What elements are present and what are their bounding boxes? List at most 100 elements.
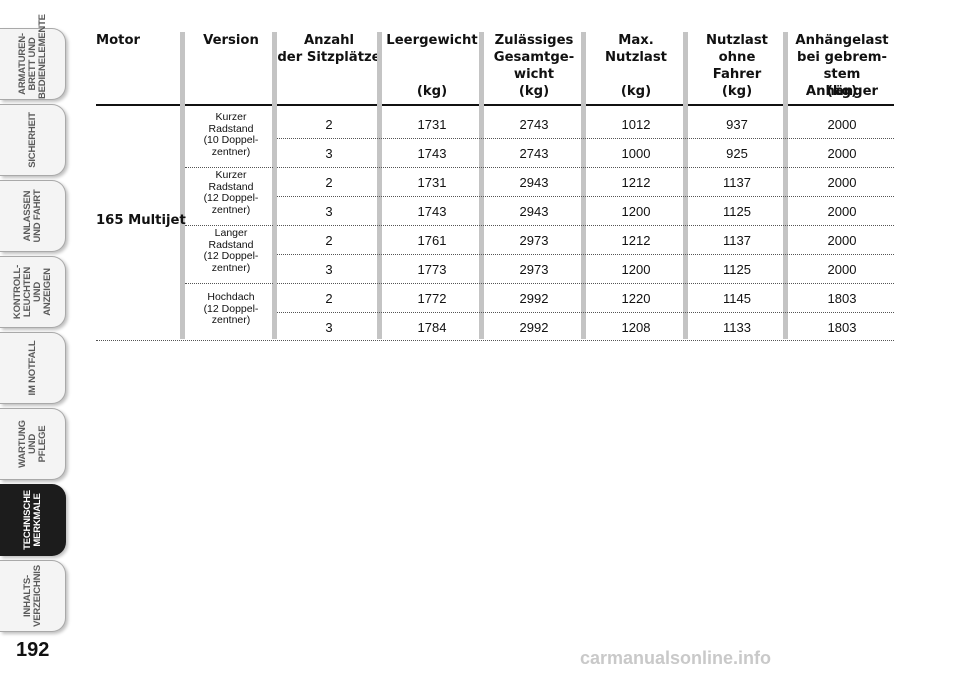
- side-tab-label: INHALTS- VERZEICHNIS: [21, 565, 43, 627]
- cell-gross-weight: 2743: [519, 117, 549, 132]
- column-divider: [377, 32, 382, 339]
- version-separator: [185, 283, 273, 284]
- cell-gross-weight: 2973: [519, 233, 549, 248]
- column-divider: [581, 32, 586, 339]
- version-separator: [185, 225, 273, 226]
- cell-gross-weight: 2973: [519, 262, 549, 277]
- version-label: Kurzer Radstand (12 Doppel- zentner): [203, 169, 259, 216]
- cell-payload-no-driver: 1133: [723, 320, 751, 335]
- cell-empty-weight: 1743: [417, 146, 447, 161]
- cell-empty-weight: 1772: [417, 291, 447, 306]
- column-divider: [272, 32, 277, 339]
- cell-seats: 3: [325, 262, 333, 277]
- cell-gross-weight: 2743: [519, 146, 549, 161]
- cell-payload-no-driver: 1145: [723, 291, 751, 306]
- table-bottom-rule: [96, 340, 894, 341]
- version-label: Hochdach (12 Doppel- zentner): [203, 291, 259, 326]
- column-divider: [783, 32, 788, 339]
- header-seats: Anzahl der Sitzplätze: [277, 33, 381, 65]
- side-tab-wartung[interactable]: WARTUNG UND PFLEGE: [0, 408, 66, 480]
- cell-max-payload: 1220: [621, 291, 651, 306]
- cell-gross-weight: 2992: [519, 291, 549, 306]
- side-tab-im-notfall[interactable]: IM NOTFALL: [0, 332, 66, 404]
- row-separator: [277, 312, 894, 313]
- side-tab-label: SICHERHEIT: [26, 112, 38, 168]
- page-number: 192: [16, 639, 50, 661]
- row-separator: [277, 283, 894, 284]
- row-separator: [277, 196, 894, 197]
- cell-max-payload: 1200: [621, 204, 651, 219]
- cell-empty-weight: 1731: [417, 117, 447, 132]
- cell-payload-no-driver: 925: [726, 146, 748, 161]
- row-separator: [277, 254, 894, 255]
- cell-trailer-load: 2000: [827, 204, 857, 219]
- watermark: carmanualsonline.info: [580, 648, 772, 668]
- cell-payload-no-driver: 1137: [723, 233, 751, 248]
- column-divider: [180, 32, 185, 339]
- row-separator: [277, 225, 894, 226]
- unit-payload-no-driver: (kg): [721, 84, 753, 99]
- cell-empty-weight: 1784: [417, 320, 447, 335]
- cell-seats: 2: [325, 175, 333, 190]
- cell-gross-weight: 2943: [519, 175, 549, 190]
- cell-max-payload: 1012: [621, 117, 651, 132]
- side-tab-label: ANLASSEN UND FAHRT: [21, 189, 43, 243]
- cell-trailer-load: 2000: [827, 117, 857, 132]
- side-tab-sicherheit[interactable]: SICHERHEIT: [0, 104, 66, 176]
- cell-payload-no-driver: 1125: [723, 262, 751, 277]
- cell-max-payload: 1208: [621, 320, 651, 335]
- cell-gross-weight: 2992: [519, 320, 549, 335]
- header-max-payload: Max. Nutzlast: [605, 33, 667, 65]
- side-tab-technische-merkmale[interactable]: TECHNISCHE MERKMALE: [0, 484, 66, 556]
- row-separator: [277, 167, 894, 168]
- cell-trailer-load: 2000: [827, 146, 857, 161]
- cell-payload-no-driver: 1137: [723, 175, 751, 190]
- header-trailer-load: Anhängelast bei gebrem- stem Anhänger: [795, 33, 889, 99]
- cell-max-payload: 1212: [621, 233, 651, 248]
- side-tab-label: IM NOTFALL: [26, 340, 38, 396]
- cell-max-payload: 1000: [621, 146, 651, 161]
- row-separator: [277, 138, 894, 139]
- cell-seats: 2: [325, 233, 333, 248]
- cell-seats: 2: [325, 291, 333, 306]
- unit-empty-weight: (kg): [416, 84, 448, 99]
- side-tab-anlassen[interactable]: ANLASSEN UND FAHRT: [0, 180, 66, 252]
- cell-trailer-load: 2000: [827, 262, 857, 277]
- side-tab-inhaltsverzeichnis[interactable]: INHALTS- VERZEICHNIS: [0, 560, 66, 632]
- unit-trailer-load: (kg): [826, 84, 858, 99]
- side-tab-label: TECHNISCHE MERKMALE: [21, 490, 43, 550]
- cell-payload-no-driver: 937: [726, 117, 748, 132]
- cell-trailer-load: 2000: [827, 175, 857, 190]
- side-tab-label: KONTROLL- LEUCHTEN UND ANZEIGEN: [11, 264, 53, 320]
- cell-trailer-load: 1803: [827, 291, 857, 306]
- side-tab-armaturenbrett[interactable]: ARMATUREN- BRETT UND BEDIENELEMENTE: [0, 14, 66, 100]
- cell-seats: 3: [325, 204, 333, 219]
- header-empty-weight: Leergewicht: [386, 33, 478, 48]
- version-label: Langer Radstand (12 Doppel- zentner): [203, 227, 259, 274]
- header-rule: [96, 104, 894, 106]
- version-label: Kurzer Radstand (10 Doppel- zentner): [203, 111, 259, 158]
- cell-seats: 3: [325, 146, 333, 161]
- column-divider: [683, 32, 688, 339]
- version-separator: [185, 167, 273, 168]
- cell-seats: 3: [325, 320, 333, 335]
- cell-gross-weight: 2943: [519, 204, 549, 219]
- header-version: Version: [203, 33, 259, 48]
- side-tab-label: ARMATUREN- BRETT UND BEDIENELEMENTE: [16, 14, 48, 99]
- cell-max-payload: 1212: [621, 175, 651, 190]
- side-tab-label: WARTUNG UND PFLEGE: [16, 420, 48, 468]
- cell-trailer-load: 1803: [827, 320, 857, 335]
- header-payload-no-driver: Nutzlast ohne Fahrer: [706, 33, 768, 82]
- side-tab-kontrollleuchten[interactable]: KONTROLL- LEUCHTEN UND ANZEIGEN: [0, 256, 66, 328]
- cell-max-payload: 1200: [621, 262, 651, 277]
- cell-empty-weight: 1761: [417, 233, 447, 248]
- header-motor: Motor: [96, 33, 141, 48]
- unit-gross-weight: (kg): [518, 84, 550, 99]
- cell-trailer-load: 2000: [827, 233, 857, 248]
- header-gross-weight: Zulässiges Gesamtge- wicht: [493, 33, 575, 82]
- unit-max-payload: (kg): [620, 84, 652, 99]
- cell-seats: 2: [325, 117, 333, 132]
- column-divider: [479, 32, 484, 339]
- cell-empty-weight: 1743: [417, 204, 447, 219]
- cell-empty-weight: 1773: [417, 262, 447, 277]
